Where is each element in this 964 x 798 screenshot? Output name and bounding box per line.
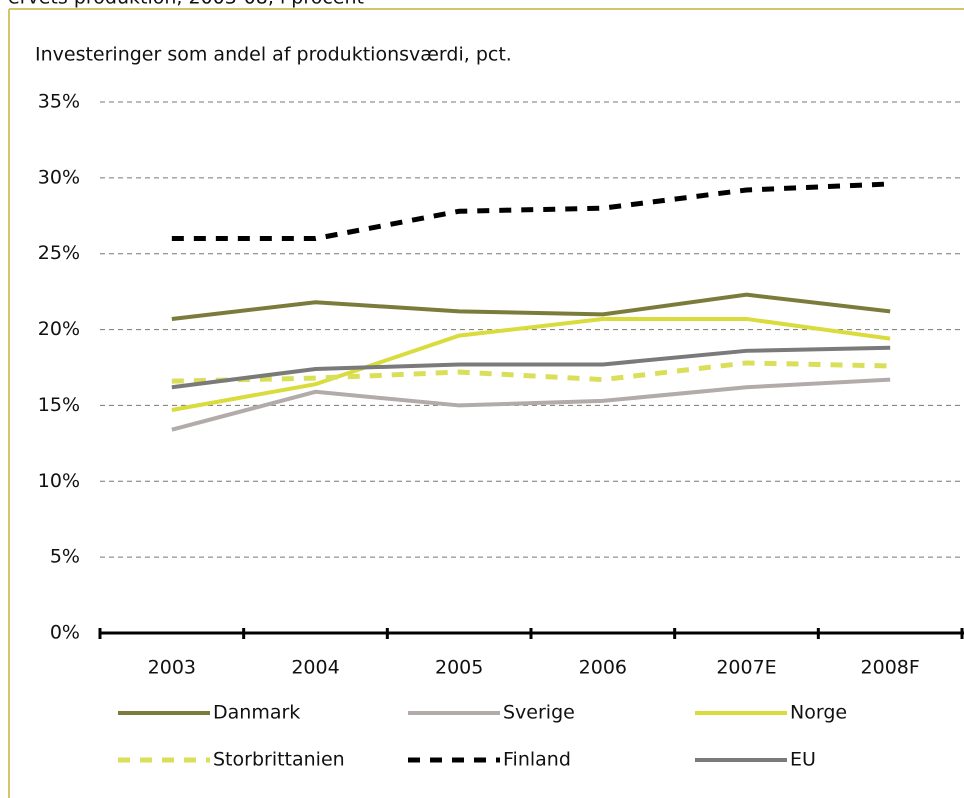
x-tick-label: 2003 <box>148 657 196 679</box>
legend-label: Storbrittanien <box>213 749 345 771</box>
y-tick-label: 25% <box>38 242 80 264</box>
legend-label: Finland <box>503 749 571 771</box>
header: ervets produktion, 2003-08, i procent <box>8 0 364 9</box>
series-line <box>171 316 891 412</box>
legend-label: EU <box>790 749 816 771</box>
series-line <box>171 292 891 321</box>
x-tick-label: 2007E <box>716 657 776 679</box>
series-line <box>171 377 891 432</box>
y-tick-label: 10% <box>38 470 80 492</box>
legend-label: Danmark <box>213 702 300 724</box>
legend-label: Sverige <box>503 702 575 724</box>
x-tick-label: 2004 <box>291 657 339 679</box>
series-line <box>171 360 891 384</box>
series-line <box>171 181 891 242</box>
y-tick-label: 0% <box>50 622 80 644</box>
x-tick-label: 2008F <box>861 657 920 679</box>
series-line <box>171 345 891 390</box>
y-tick-label: 35% <box>38 91 80 113</box>
y-tick-label: 20% <box>38 318 80 340</box>
x-tick-label: 2005 <box>435 657 483 679</box>
y-tick-label: 30% <box>38 166 80 188</box>
y-tick-label: 15% <box>38 394 80 416</box>
x-tick-label: 2006 <box>579 657 627 679</box>
subtitle: Investeringer som andel af produktionsvæ… <box>35 44 512 66</box>
legend-label: Norge <box>790 702 847 724</box>
y-tick-label: 5% <box>50 546 80 568</box>
